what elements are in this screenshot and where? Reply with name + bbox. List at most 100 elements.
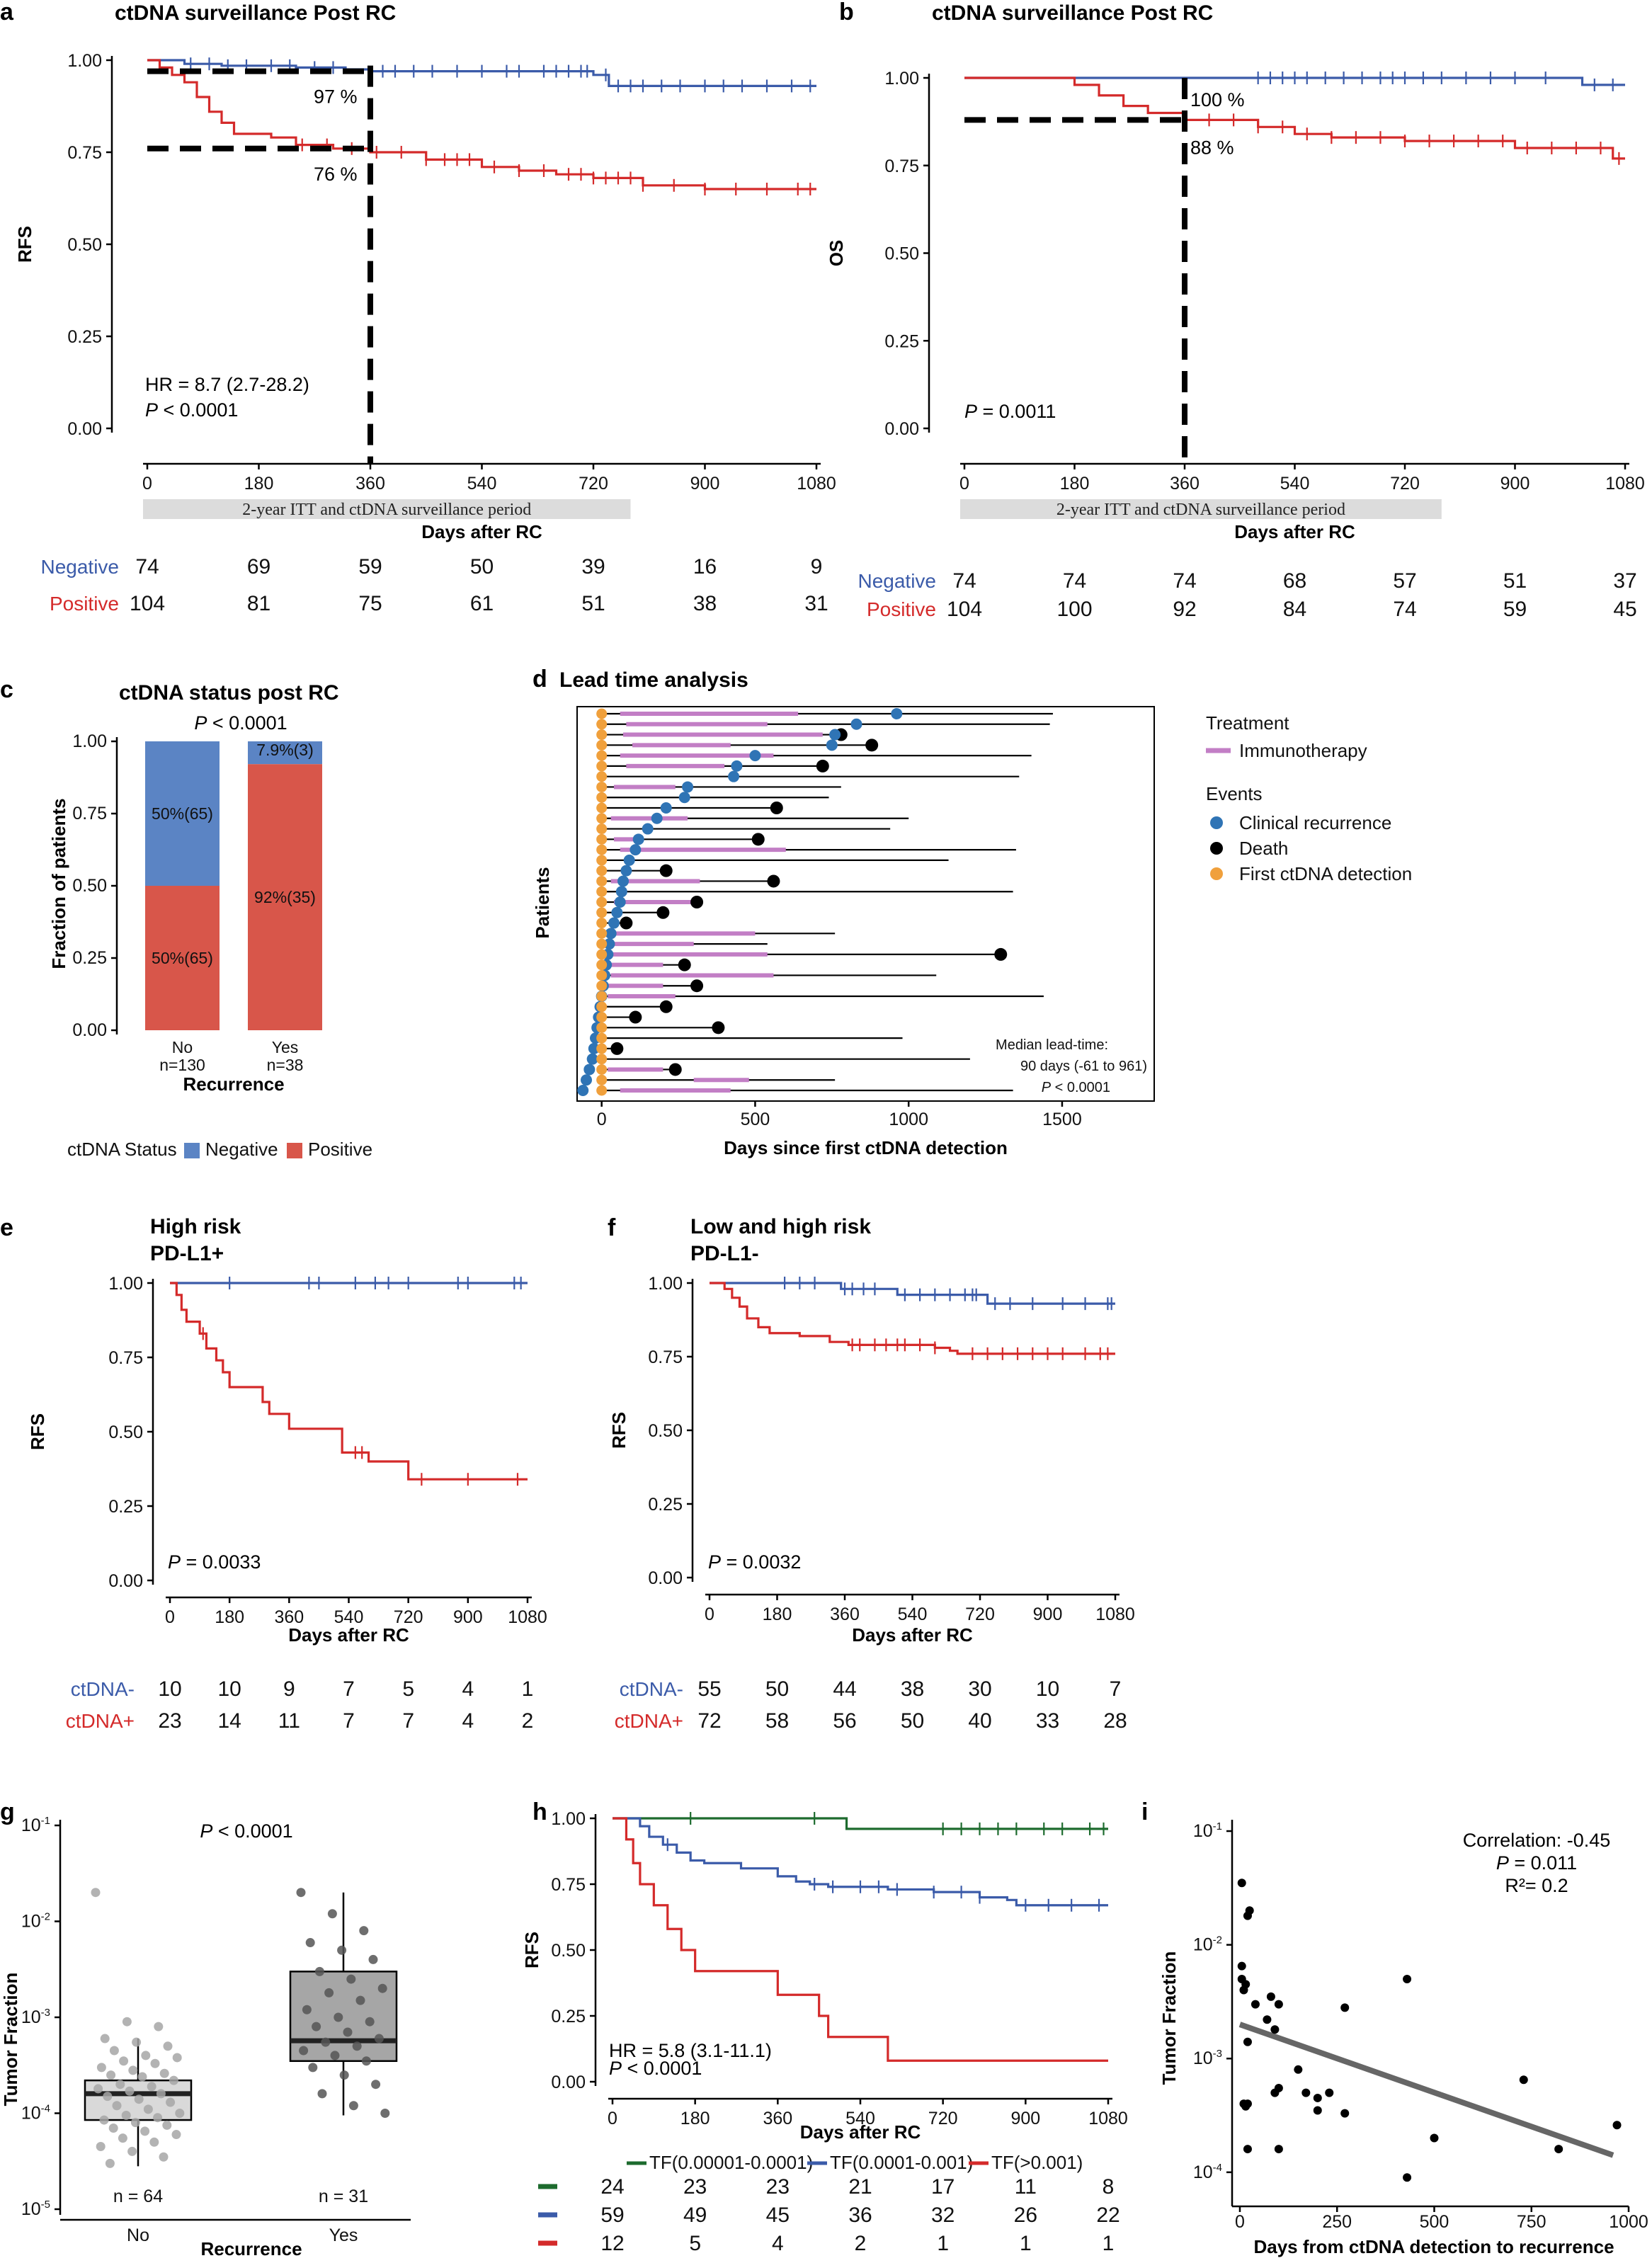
f-ytick-label: 0.25 bbox=[648, 1495, 683, 1515]
d-detection-marker bbox=[596, 1074, 608, 1085]
b-ytick-label: 0.50 bbox=[884, 244, 919, 264]
f-xtick-label: 720 bbox=[965, 1604, 995, 1624]
g-point bbox=[147, 2082, 156, 2092]
d-detection-marker bbox=[596, 855, 608, 866]
f-xtick-label: 180 bbox=[763, 1604, 792, 1624]
a-xtick-label: 900 bbox=[690, 474, 720, 494]
a-risk-count: 61 bbox=[470, 592, 494, 615]
d-recurrence-marker bbox=[829, 729, 841, 741]
g-point bbox=[346, 1974, 356, 1984]
b-ytick-label: 0.75 bbox=[884, 156, 919, 176]
a-risk-count: 74 bbox=[135, 555, 159, 578]
i-pvalue: P = 0.011 bbox=[1496, 1852, 1577, 1874]
d-detection-marker bbox=[596, 823, 608, 835]
a-xtick-label: 180 bbox=[244, 474, 274, 494]
d-death-marker bbox=[865, 739, 879, 752]
h-xtick-label: 900 bbox=[1010, 2109, 1040, 2128]
i-point bbox=[1294, 2065, 1303, 2074]
g-point bbox=[159, 2152, 169, 2162]
e-xtick-label: 540 bbox=[334, 1607, 364, 1627]
d-death-marker bbox=[620, 916, 633, 930]
h-pvalue-p: P bbox=[609, 2058, 622, 2079]
c-legend-pos-swatch bbox=[287, 1143, 302, 1158]
e-risk-count: 9 bbox=[283, 1677, 295, 1701]
d-detection-marker bbox=[596, 833, 608, 845]
b-xtick-label: 720 bbox=[1390, 474, 1420, 494]
a-risk-count: 16 bbox=[693, 555, 717, 578]
d-death-marker bbox=[767, 874, 780, 888]
d-recurrence-marker bbox=[660, 802, 672, 814]
g-ytick-exp: -2 bbox=[41, 1911, 50, 1923]
g-point bbox=[330, 2051, 340, 2060]
i-correlation: Correlation: -0.45 bbox=[1463, 1830, 1611, 1851]
d-detection-marker bbox=[596, 771, 608, 782]
h-risk-count: 21 bbox=[848, 2175, 872, 2199]
h-risk-count: 26 bbox=[1014, 2204, 1037, 2227]
d-xtick-label: 1000 bbox=[889, 1110, 928, 1129]
e-risk-count: 11 bbox=[278, 1709, 300, 1733]
c-ytick-label: 0.25 bbox=[72, 948, 107, 968]
d-detection-marker bbox=[596, 1012, 608, 1023]
d-detection-marker bbox=[596, 865, 608, 877]
c-category-label: Yes bbox=[272, 1038, 299, 1056]
a-risk-label-0: Negative bbox=[40, 556, 119, 578]
panel-c-title: ctDNA status post RC bbox=[119, 681, 339, 705]
b-ylabel: OS bbox=[826, 240, 847, 267]
d-legend-event-swatch bbox=[1210, 816, 1223, 829]
h-xtick-label: 1080 bbox=[1088, 2109, 1128, 2128]
b-xtick-label: 360 bbox=[1170, 474, 1200, 494]
g-ytick-base: 10 bbox=[21, 2199, 41, 2219]
d-recurrence-marker bbox=[617, 875, 630, 887]
g-pvalue-val: < 0.0001 bbox=[212, 1820, 292, 1842]
panel-letter-b: b bbox=[839, 0, 854, 25]
d-death-marker bbox=[816, 759, 829, 773]
g-point bbox=[166, 2097, 176, 2107]
panel-b-title: ctDNA surveillance Post RC bbox=[932, 1, 1213, 25]
d-recurrence-marker bbox=[611, 906, 623, 918]
i-pvalue-val: = 0.011 bbox=[1509, 1852, 1577, 1874]
a-ytick-label: 0.75 bbox=[67, 143, 102, 163]
e-xtick-label: 180 bbox=[215, 1607, 244, 1627]
i-xtick-label: 500 bbox=[1420, 2212, 1449, 2232]
i-point bbox=[1266, 1992, 1275, 2001]
d-death-marker bbox=[656, 906, 670, 919]
d-detection-marker bbox=[596, 938, 608, 950]
a-risk-count: 104 bbox=[130, 592, 165, 615]
f-xtick-label: 0 bbox=[705, 1604, 714, 1624]
d-note-3-p: P bbox=[1042, 1080, 1052, 1095]
b-xtick-label: 180 bbox=[1060, 474, 1090, 494]
b-risk-label-0: Negative bbox=[858, 570, 936, 592]
i-point bbox=[1251, 2000, 1260, 2009]
e-risk-count: 14 bbox=[217, 1709, 241, 1733]
e-risk-count: 10 bbox=[158, 1677, 181, 1701]
c-legend-neg: Negative bbox=[205, 1139, 278, 1160]
d-recurrence-marker bbox=[577, 1085, 589, 1096]
d-recurrence-marker bbox=[678, 792, 690, 804]
g-point bbox=[108, 2123, 118, 2133]
f-pvalue: P = 0.0032 bbox=[708, 1551, 801, 1573]
g-point bbox=[105, 2158, 115, 2168]
g-point bbox=[312, 2022, 321, 2031]
g-point bbox=[321, 2037, 331, 2047]
b-xtick-label: 900 bbox=[1500, 474, 1530, 494]
f-xtick-label: 1080 bbox=[1095, 1604, 1135, 1624]
g-point bbox=[371, 2080, 381, 2090]
a-risk-count: 38 bbox=[693, 592, 717, 615]
c-ytick-label: 0.00 bbox=[72, 1020, 107, 1040]
d-recurrence-marker bbox=[632, 833, 644, 845]
b-risk-count: 92 bbox=[1173, 598, 1196, 621]
a-ytick-label: 1.00 bbox=[67, 51, 102, 71]
d-recurrence-marker bbox=[850, 718, 862, 730]
i-point bbox=[1274, 2145, 1283, 2154]
b-risk-count: 68 bbox=[1283, 569, 1306, 593]
h-risk-count: 49 bbox=[683, 2204, 707, 2227]
g-ytick-label: 10-4 bbox=[21, 2103, 50, 2124]
b-xtick-label: 1080 bbox=[1605, 474, 1645, 494]
f-xtick-label: 900 bbox=[1033, 1604, 1063, 1624]
e-risk-count: 1 bbox=[522, 1677, 534, 1701]
f-pvalue-val: = 0.0032 bbox=[721, 1551, 801, 1573]
i-xtick-label: 750 bbox=[1517, 2212, 1546, 2232]
c-bar-negative-0 bbox=[145, 741, 220, 886]
i-point bbox=[1340, 2109, 1350, 2118]
g-point bbox=[359, 1926, 369, 1936]
